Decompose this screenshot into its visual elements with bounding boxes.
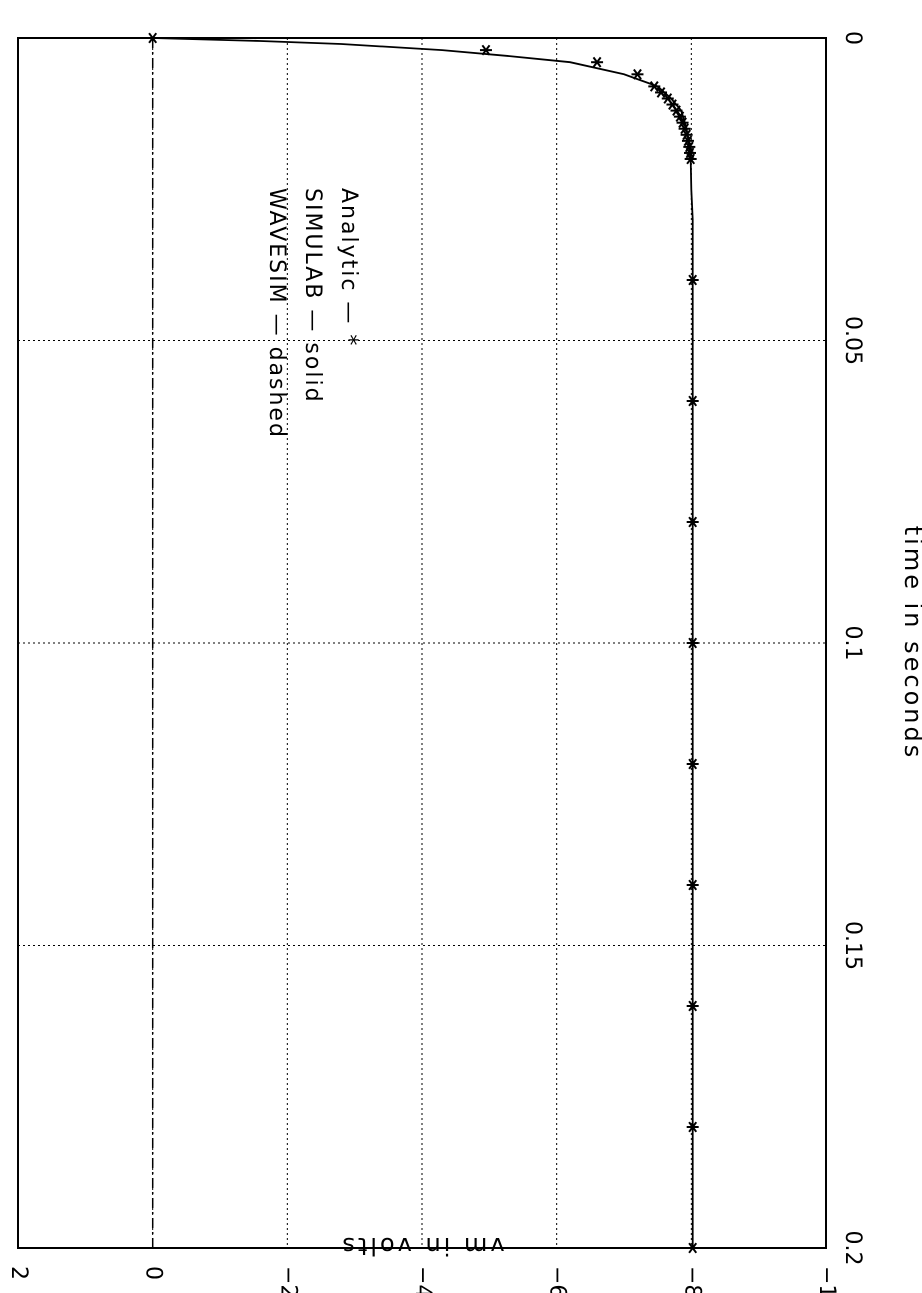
analytic-star-marker (686, 395, 699, 407)
analytic-star-marker (655, 87, 668, 98)
plot-frame (17, 37, 827, 1249)
y-tick-label: −10 (814, 1266, 839, 1293)
analytic-star-marker (686, 274, 699, 286)
y-tick-label: −6 (545, 1266, 570, 1293)
x-axis-label: time in seconds (899, 526, 922, 760)
analytic-star-marker (684, 153, 697, 165)
analytic-star-marker (686, 637, 699, 649)
y-tick-label: 0 (141, 1266, 166, 1280)
analytic-star-marker (686, 516, 699, 528)
legend: WAVESIM — dashed SIMULAB — solid Analyti… (264, 188, 361, 439)
analytic-star-marker (686, 1000, 699, 1012)
analytic-star-marker (686, 1121, 699, 1133)
x-tick-label: 0.1 (840, 626, 865, 661)
x-tick-labels: 0 0.05 0.1 0.15 0.2 (840, 31, 865, 1266)
legend-entry-wavesim: WAVESIM — dashed (264, 188, 289, 439)
y-tick-labels: 2 0 −2 −4 −6 −8 −10 (6, 1266, 839, 1293)
y-tick-label: −8 (679, 1266, 704, 1293)
x-tick-label: 0.05 (840, 316, 865, 365)
analytic-star-marker (479, 44, 492, 56)
analytic-star-marker (686, 879, 699, 891)
legend-entry-simulab: SIMULAB — solid (300, 188, 325, 404)
analytic-star-marker (146, 32, 159, 44)
analytic-star-marker (591, 56, 604, 68)
analytic-star-marker (676, 117, 689, 129)
analytic-star-marker (686, 758, 699, 770)
marker-layer (146, 32, 699, 1254)
y-tick-label: −2 (275, 1266, 300, 1293)
y-tick-label: 2 (6, 1266, 31, 1280)
analytic-star-marker (673, 111, 686, 123)
analytic-star-marker (678, 123, 691, 135)
analytic-star-marker (686, 1242, 699, 1254)
legend-entry-analytic: Analytic — * (336, 188, 361, 347)
analytic-star-marker (631, 68, 644, 80)
y-tick-label: −4 (410, 1266, 435, 1293)
y-axis-label: vm in volts (339, 1232, 504, 1260)
x-tick-label: 0 (840, 31, 865, 45)
x-tick-label: 0.15 (840, 921, 865, 970)
analytic-star-marker (648, 80, 661, 92)
x-tick-label: 0.2 (840, 1231, 865, 1266)
grid-layer (18, 38, 826, 1248)
